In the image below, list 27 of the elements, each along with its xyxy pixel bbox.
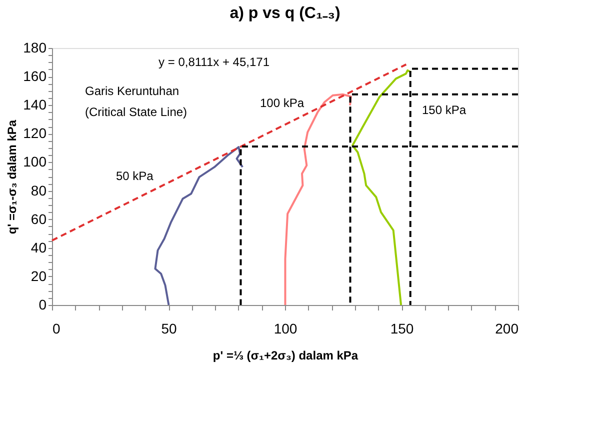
annotation: 150 kPa [422, 103, 466, 117]
line-series [284, 93, 352, 306]
y-axis-title: q' =σ₁-σ₃ dalam kPa [5, 120, 20, 234]
annotation: 100 kPa [260, 96, 304, 110]
y-tick-label: 140 [23, 96, 47, 113]
y-tick-label: 160 [23, 68, 47, 84]
x-tick-label: 0 [52, 320, 60, 336]
y-tick-label: 60 [30, 210, 47, 227]
y-tick-label: 40 [30, 239, 47, 256]
line-series [154, 146, 244, 306]
y-tick-label: 80 [30, 182, 47, 198]
y-tick-label: 180 [23, 40, 47, 56]
x-tick-label: 50 [161, 320, 177, 336]
annotation: Garis Keruntuhan [85, 84, 180, 98]
annotation: 50 kPa [116, 169, 154, 183]
annotation: (Critical State Line) [85, 105, 188, 119]
y-tick-label: 120 [23, 125, 47, 142]
x-tick-label: 200 [495, 320, 519, 336]
y-tick-label: 0 [38, 296, 47, 312]
line-series [352, 69, 412, 306]
chart-title: a) p vs q (C₁₋₃) [230, 5, 340, 22]
x-tick-label: 100 [274, 320, 298, 336]
y-tick-label: 20 [30, 268, 47, 284]
y-tick-label: 100 [23, 154, 47, 170]
x-axis-title: p' =⅓ (σ₁+2σ₃) dalam kPa [212, 348, 358, 362]
annotation: y = 0,8111x + 45,171 [158, 55, 270, 69]
x-tick-label: 150 [390, 320, 414, 336]
